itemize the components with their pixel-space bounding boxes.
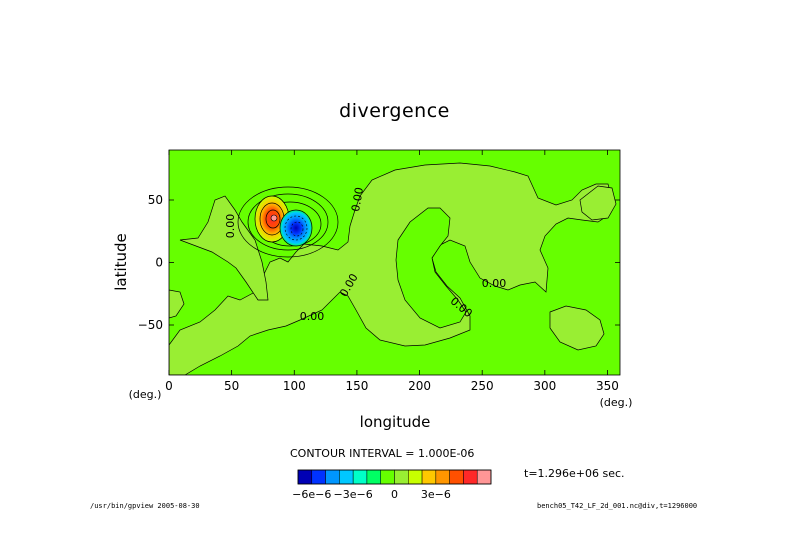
y-tick-label: 0 xyxy=(155,256,163,270)
colorbar-tick-label: −3e−6 xyxy=(334,488,373,501)
colorbar-swatch xyxy=(352,469,368,485)
colorbar-swatch xyxy=(463,469,478,485)
contour-interval-text: CONTOUR INTERVAL = 1.000E-06 xyxy=(290,447,475,460)
negative-minimum xyxy=(279,209,313,247)
contour-field xyxy=(169,162,617,375)
x-axis: 0 50 100 150 200 250 300 350 xyxy=(165,150,619,393)
colorbar-tick-label: 3e−6 xyxy=(421,488,451,501)
x-tick-label: 100 xyxy=(283,379,306,393)
island-a xyxy=(395,207,467,329)
contour-label: 0.00 xyxy=(482,277,507,290)
contour-label: 0.00 xyxy=(349,186,366,212)
colorbar-swatch xyxy=(325,469,340,485)
y-axis: −50 0 50 xyxy=(138,193,620,332)
colorbar-tick-label: −6e−6 xyxy=(292,488,331,501)
x-tick-label: 0 xyxy=(165,379,173,393)
colorbar-frame xyxy=(297,469,492,485)
left-wedge xyxy=(179,195,269,301)
colorbar: −6e−6 −3e−6 0 3e−6 xyxy=(292,469,492,501)
y-axis-unit: (deg.) xyxy=(129,388,162,401)
chart-title: divergence xyxy=(339,100,450,122)
colorbar-swatch xyxy=(366,469,381,485)
colorbar-swatch xyxy=(421,469,437,485)
file-footer: bench05_T42_LF_2d_001.nc@div,t=1296000 xyxy=(537,502,698,510)
colorbar-swatch xyxy=(449,469,464,485)
colorbar-swatch xyxy=(380,469,395,485)
neutral-region xyxy=(169,162,613,375)
x-tick-label: 150 xyxy=(345,379,368,393)
x-axis-unit: (deg.) xyxy=(600,396,633,409)
x-tick-label: 50 xyxy=(224,379,239,393)
y-axis-label: latitude xyxy=(112,233,130,291)
time-label: t=1.296e+06 sec. xyxy=(524,467,625,480)
contour-label: 0.00 xyxy=(224,214,237,239)
negative-contours xyxy=(284,215,308,241)
contour-label: 0.00 xyxy=(300,310,325,323)
colorbar-swatch xyxy=(394,469,409,485)
program-footer: /usr/bin/gpview 2005-08-30 xyxy=(90,502,200,510)
colorbar-swatch xyxy=(476,469,492,485)
x-tick-label: 250 xyxy=(471,379,494,393)
x-axis-label: longitude xyxy=(360,413,431,431)
blob-right-2 xyxy=(579,185,617,221)
x-tick-label: 350 xyxy=(596,379,619,393)
x-tick-label: 300 xyxy=(533,379,556,393)
colorbar-swatch xyxy=(408,469,423,485)
wave-rings xyxy=(237,186,339,258)
colorbar-swatch xyxy=(297,469,313,485)
colorbar-tick-label: 0 xyxy=(391,488,398,501)
y-tick-label: −50 xyxy=(138,318,163,332)
y-tick-label: 50 xyxy=(148,193,163,207)
colorbar-swatch xyxy=(435,469,450,485)
blob-left-edge xyxy=(169,289,185,319)
colorbar-swatch xyxy=(311,469,326,485)
colorbar-swatch xyxy=(339,469,354,485)
positive-core xyxy=(270,214,278,222)
x-tick-label: 200 xyxy=(408,379,431,393)
blob-right-1 xyxy=(549,305,605,351)
